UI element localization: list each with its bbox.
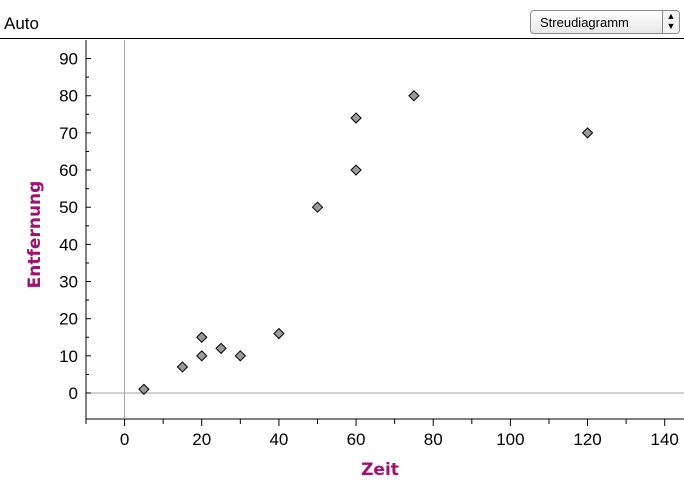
header-divider [0, 38, 684, 39]
select-updown-icon: ▲ ▼ [662, 11, 679, 33]
x-tick-label: 120 [573, 430, 601, 449]
y-tick-label: 80 [59, 87, 78, 106]
data-point [215, 342, 227, 355]
data-point [196, 350, 208, 362]
y-axis-title: Entfernung [25, 181, 45, 289]
x-tick-label: 60 [347, 430, 366, 449]
chart-points [138, 90, 594, 395]
y-tick-label: 20 [59, 310, 78, 329]
y-tick-label: 90 [59, 50, 78, 69]
data-point [350, 164, 362, 176]
chart-type-select[interactable]: Streudiagramm ▲ ▼ [530, 10, 680, 34]
chart-type-select-label: Streudiagramm [540, 15, 629, 30]
y-tick-label: 10 [59, 347, 78, 366]
data-point [350, 112, 362, 124]
data-point [138, 383, 150, 395]
x-tick-label: 40 [269, 430, 288, 449]
y-tick-label: 60 [59, 161, 78, 180]
y-tick-label: 0 [69, 384, 78, 403]
data-point [196, 331, 208, 343]
data-point [234, 350, 247, 362]
x-tick-label: 0 [120, 430, 129, 449]
data-point [273, 327, 285, 340]
data-point [176, 361, 189, 373]
app-title: Auto [4, 14, 39, 33]
data-point [408, 90, 420, 102]
data-point [581, 127, 594, 139]
data-point [311, 201, 324, 213]
x-tick-label: 140 [651, 430, 679, 449]
x-tick-label: 100 [496, 430, 524, 449]
y-tick-label: 40 [59, 235, 78, 254]
y-tick-label: 50 [59, 198, 78, 217]
chart-axes [85, 40, 684, 420]
x-tick-label: 20 [192, 430, 211, 449]
x-tick-label: 80 [424, 430, 443, 449]
y-tick-label: 70 [59, 124, 78, 143]
x-axis-title: Zeit [361, 460, 399, 480]
y-tick-label: 30 [59, 273, 78, 292]
chart-ticks: 0 10 20 30 40 50 60 70 80 90 0 20 40 60 80 100 120 140 [59, 50, 679, 449]
